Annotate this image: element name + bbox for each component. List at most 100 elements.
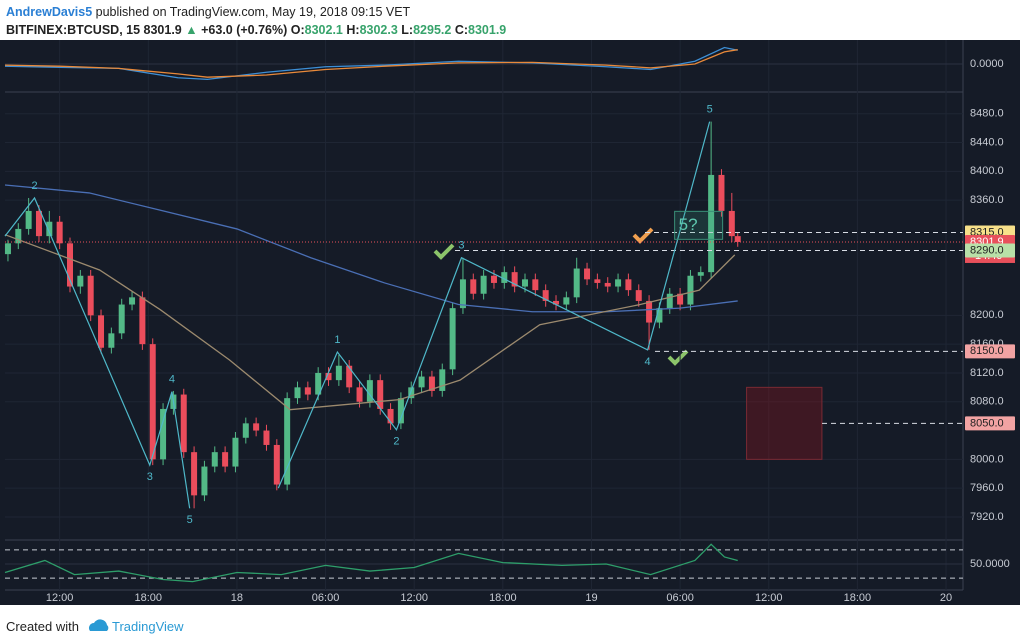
candle-body — [77, 275, 84, 287]
candle-body — [656, 308, 663, 323]
symbol: BITFINEX:BTCUSD, 15 — [6, 23, 141, 37]
ohlc-value: 8301.9 — [468, 23, 507, 37]
candle-body — [677, 293, 684, 305]
candle-body — [542, 290, 549, 301]
ohlc-value: 8302.3 — [359, 23, 398, 37]
candle-body — [366, 380, 373, 402]
x-tick-label: 19 — [585, 592, 597, 604]
candle-body — [418, 376, 425, 388]
price-label: 8150.0 — [970, 345, 1004, 357]
y-tick-label: 8080.0 — [970, 396, 1004, 408]
candle-body — [408, 387, 415, 399]
candle-body — [584, 268, 591, 280]
candle-body — [242, 423, 249, 438]
x-tick-label: 18:00 — [135, 592, 163, 604]
candle-body — [490, 275, 497, 283]
x-tick-label: 06:00 — [312, 592, 340, 604]
candle-body — [646, 300, 653, 323]
candle-body — [604, 282, 611, 287]
y-tick-label: 8000.0 — [970, 453, 1004, 465]
candle-body — [346, 365, 353, 388]
candle-body — [511, 272, 518, 287]
line — [4, 46, 738, 81]
candle-body — [573, 268, 580, 298]
candle-body — [459, 279, 466, 309]
ohlc-value: 8302.1 — [304, 23, 343, 37]
candle-body — [180, 394, 187, 453]
candle-body — [687, 275, 694, 305]
candle-body — [387, 408, 394, 424]
wave-label: 1 — [334, 334, 340, 346]
candle-body — [625, 279, 632, 291]
arrow: ▲ — [185, 23, 198, 37]
candle-body — [428, 376, 435, 391]
x-tick-label: 20 — [940, 592, 952, 604]
price-label: 8050.0 — [970, 417, 1004, 429]
price-label: 8290.0 — [970, 244, 1004, 256]
candle-body — [697, 272, 704, 276]
author: AndrewDavis5 — [6, 5, 93, 19]
candle-body — [149, 344, 156, 460]
logo — [88, 619, 108, 631]
candle-body — [377, 380, 384, 409]
y-tick-label: 8400.0 — [970, 165, 1004, 177]
created: Created with — [6, 619, 79, 634]
candle-body — [532, 279, 539, 291]
x-tick-label: 18:00 — [489, 592, 517, 604]
candle-body — [87, 275, 94, 316]
candle-body — [46, 221, 53, 237]
check-mark — [433, 243, 455, 260]
candle-body — [470, 279, 477, 294]
candle-body — [273, 444, 280, 485]
wave-label: 3 — [458, 240, 464, 252]
note: 5? — [679, 215, 698, 234]
ohlc-value: 8295.2 — [413, 23, 452, 37]
candle-body — [594, 279, 601, 283]
wave-label: 5 — [187, 514, 193, 526]
candle-body — [734, 236, 741, 242]
line — [4, 234, 736, 411]
change: +63.0 (+0.76%) — [201, 23, 288, 37]
candle-body — [439, 369, 446, 391]
note-box — [674, 210, 724, 240]
candle-body — [98, 315, 105, 348]
y-tick-label: 7920.0 — [970, 511, 1004, 523]
wave-label: 5 — [707, 104, 713, 116]
candle-body — [553, 300, 560, 305]
candle-body — [253, 423, 260, 431]
candle-body — [294, 387, 301, 399]
candle-body — [66, 243, 73, 287]
wave-label: 2 — [31, 180, 37, 192]
x-tick-label: 18:00 — [844, 592, 872, 604]
x-tick-label: 12:00 — [755, 592, 783, 604]
candle-body — [201, 466, 208, 496]
candle-body — [108, 333, 115, 348]
candle-body — [35, 210, 42, 237]
candle-body — [118, 304, 125, 334]
candle-body — [284, 398, 291, 485]
y-tick-label: 8360.0 — [970, 194, 1004, 206]
candle-body — [315, 372, 322, 395]
wave-label: 2 — [393, 436, 399, 448]
line — [4, 184, 738, 313]
wave-label: 3 — [147, 471, 153, 483]
brand: TradingView — [112, 619, 184, 634]
candle-body — [4, 243, 11, 255]
candle-body — [211, 452, 218, 467]
candle-body — [563, 297, 570, 305]
wave-line — [277, 121, 711, 489]
line — [4, 543, 738, 583]
ohlc-key: C: — [454, 23, 469, 37]
wave-line — [4, 196, 191, 509]
footer: Created with TradingView — [6, 617, 184, 634]
y-tick-label: 7960.0 — [970, 482, 1004, 494]
x-tick-label: 12:00 — [400, 592, 428, 604]
candle-body — [666, 293, 673, 309]
ohlc-key: H: — [346, 23, 360, 37]
candle-body — [335, 365, 342, 381]
y-tick-label: 8200.0 — [970, 309, 1004, 321]
candle-body — [325, 372, 332, 381]
candle-body — [356, 387, 363, 402]
candle-body — [718, 174, 725, 211]
